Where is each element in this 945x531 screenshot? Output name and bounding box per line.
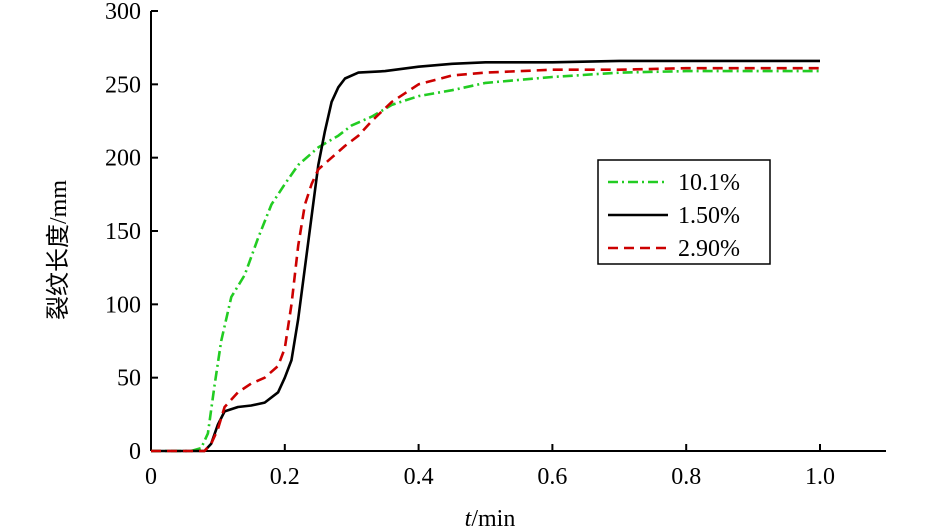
series-layer	[151, 59, 820, 453]
y-tick-label: 50	[117, 366, 141, 392]
x-tick-label: 1.0	[805, 464, 835, 490]
x-axis-unit: /min	[471, 506, 515, 531]
y-tick-label: 150	[105, 219, 141, 245]
legend-label: 10.1%	[678, 170, 740, 196]
y-ticks: 0 50 100 150 200 250 300	[105, 0, 158, 465]
y-tick-label: 100	[105, 292, 141, 318]
axes	[150, 11, 886, 452]
series-line-1.50%	[151, 59, 820, 453]
legend: 10.1% 1.50% 2.90%	[597, 159, 771, 265]
x-tick-label: 0.6	[537, 464, 567, 490]
x-axis-variable: t	[465, 506, 473, 531]
legend-label: 2.90%	[678, 236, 740, 262]
y-tick-label: 300	[105, 0, 141, 25]
y-tick-label: 250	[105, 72, 141, 98]
series-line-10.1%	[151, 69, 820, 453]
x-tick-label: 0.4	[404, 464, 434, 490]
legend-label: 1.50%	[678, 203, 740, 229]
x-ticks: 0 0.2 0.4 0.6 0.8 1.0	[145, 444, 835, 490]
legend-box	[597, 159, 771, 265]
x-tick-label: 0	[145, 464, 157, 490]
x-axis-title: t/min	[465, 506, 516, 531]
y-axis-title: 裂纹长度/mm	[45, 180, 72, 320]
y-tick-label: 0	[129, 439, 141, 465]
x-tick-label: 0.2	[270, 464, 300, 490]
series-line-2.90%	[151, 66, 820, 453]
x-tick-label: 0.8	[671, 464, 701, 490]
y-tick-label: 200	[105, 146, 141, 172]
